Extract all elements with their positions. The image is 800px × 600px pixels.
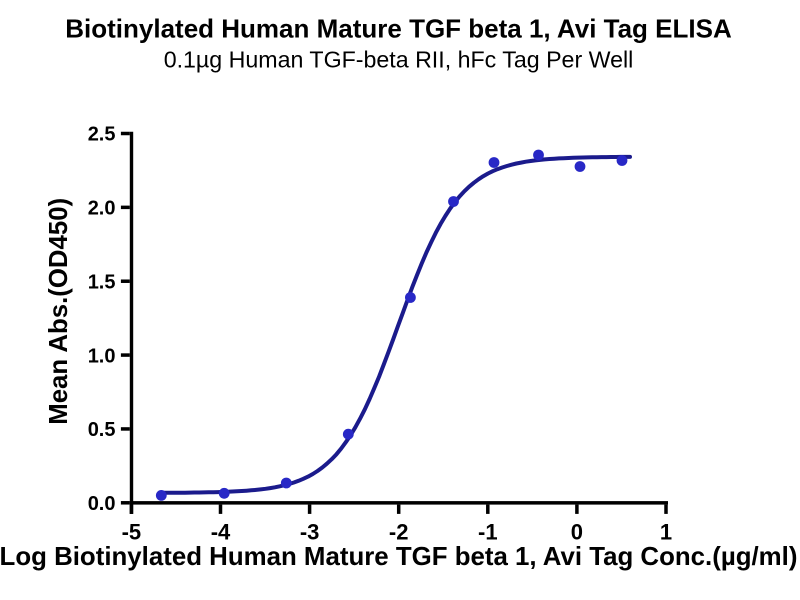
svg-text:0.5: 0.5 bbox=[88, 419, 116, 441]
svg-text:-3: -3 bbox=[300, 519, 320, 544]
svg-text:0.1µg Human TGF-beta RII, hFc: 0.1µg Human TGF-beta RII, hFc Tag Per We… bbox=[164, 47, 634, 73]
svg-text:-1: -1 bbox=[478, 519, 498, 544]
svg-text:0.0: 0.0 bbox=[88, 493, 116, 515]
svg-text:1.0: 1.0 bbox=[88, 345, 116, 367]
svg-text:1.5: 1.5 bbox=[88, 271, 116, 293]
svg-text:2.0: 2.0 bbox=[88, 198, 116, 220]
svg-text:0: 0 bbox=[571, 519, 583, 544]
svg-text:Biotinylated Human Mature TGF: Biotinylated Human Mature TGF beta 1, Av… bbox=[65, 14, 732, 44]
svg-text:-2: -2 bbox=[389, 519, 409, 544]
svg-text:-4: -4 bbox=[211, 519, 231, 544]
svg-text:Mean Abs.(OD450): Mean Abs.(OD450) bbox=[45, 198, 73, 425]
svg-text:2.5: 2.5 bbox=[88, 124, 116, 146]
svg-text:1: 1 bbox=[660, 519, 672, 544]
svg-text:-5: -5 bbox=[122, 519, 142, 544]
svg-text:Log Biotinylated Human Mature: Log Biotinylated Human Mature TGF beta 1… bbox=[0, 543, 797, 571]
